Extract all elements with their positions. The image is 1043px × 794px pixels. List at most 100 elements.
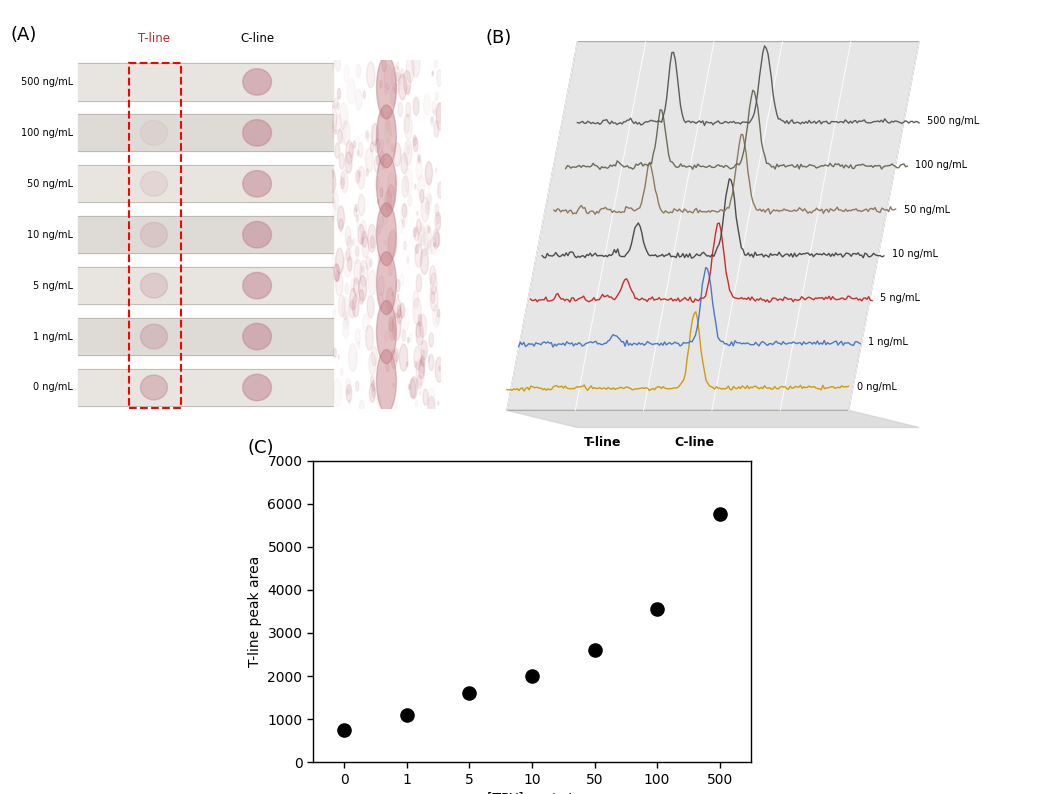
- Circle shape: [332, 170, 334, 177]
- Circle shape: [379, 293, 384, 309]
- Circle shape: [414, 184, 416, 189]
- Circle shape: [374, 156, 380, 172]
- Circle shape: [335, 143, 340, 159]
- Circle shape: [371, 124, 379, 145]
- Circle shape: [431, 237, 436, 254]
- Circle shape: [418, 175, 425, 198]
- Circle shape: [374, 177, 379, 190]
- Circle shape: [396, 72, 398, 82]
- Circle shape: [358, 166, 365, 189]
- Circle shape: [370, 376, 374, 387]
- Circle shape: [422, 349, 425, 353]
- Circle shape: [377, 349, 396, 412]
- Bar: [78, 318, 334, 355]
- Circle shape: [141, 222, 167, 247]
- Circle shape: [342, 297, 348, 319]
- Circle shape: [406, 56, 414, 83]
- Bar: [78, 267, 334, 304]
- Circle shape: [141, 375, 167, 400]
- Circle shape: [413, 137, 418, 152]
- Circle shape: [378, 225, 381, 235]
- Circle shape: [391, 350, 397, 368]
- Circle shape: [384, 64, 392, 89]
- Circle shape: [335, 129, 337, 134]
- Bar: [129, 64, 180, 408]
- Text: T-line: T-line: [138, 32, 170, 45]
- Text: C-line: C-line: [675, 436, 714, 449]
- Circle shape: [402, 153, 408, 174]
- Text: 50 ng/mL: 50 ng/mL: [27, 179, 73, 189]
- Circle shape: [386, 118, 389, 131]
- Circle shape: [388, 172, 395, 197]
- Circle shape: [415, 361, 417, 368]
- Circle shape: [243, 374, 271, 401]
- Circle shape: [428, 194, 431, 205]
- Circle shape: [385, 241, 386, 245]
- Circle shape: [437, 310, 440, 317]
- Circle shape: [392, 292, 393, 296]
- Circle shape: [339, 153, 344, 169]
- Text: (C): (C): [247, 439, 273, 457]
- Circle shape: [386, 287, 394, 313]
- Circle shape: [341, 172, 345, 185]
- Circle shape: [359, 142, 363, 157]
- Circle shape: [393, 83, 396, 92]
- Circle shape: [421, 341, 428, 360]
- Circle shape: [366, 132, 369, 142]
- Circle shape: [404, 71, 411, 94]
- Circle shape: [370, 236, 374, 249]
- Circle shape: [416, 219, 421, 233]
- Circle shape: [347, 256, 353, 272]
- Circle shape: [141, 172, 167, 196]
- Circle shape: [418, 360, 425, 379]
- Circle shape: [382, 59, 386, 71]
- Circle shape: [377, 155, 380, 165]
- Circle shape: [359, 171, 361, 177]
- Circle shape: [435, 232, 440, 247]
- Circle shape: [428, 355, 430, 361]
- Text: 10 ng/mL: 10 ng/mL: [892, 249, 938, 259]
- Circle shape: [336, 272, 343, 296]
- Circle shape: [340, 103, 347, 129]
- Circle shape: [357, 64, 361, 77]
- Circle shape: [405, 114, 412, 140]
- Circle shape: [436, 102, 442, 123]
- Text: 500 ng/mL: 500 ng/mL: [21, 77, 73, 87]
- Circle shape: [435, 357, 443, 383]
- Circle shape: [404, 114, 410, 133]
- Point: [461, 687, 478, 700]
- Point: [586, 644, 603, 657]
- Bar: [78, 165, 334, 202]
- Circle shape: [329, 106, 337, 132]
- Circle shape: [335, 264, 340, 281]
- Circle shape: [404, 241, 407, 250]
- Circle shape: [394, 349, 398, 362]
- Circle shape: [392, 313, 401, 341]
- Circle shape: [368, 270, 377, 295]
- Circle shape: [371, 380, 375, 391]
- Circle shape: [399, 344, 408, 372]
- Circle shape: [355, 204, 358, 212]
- Circle shape: [408, 195, 412, 206]
- Circle shape: [407, 362, 408, 367]
- Circle shape: [401, 68, 404, 79]
- Circle shape: [396, 279, 399, 292]
- Circle shape: [334, 264, 339, 281]
- Circle shape: [437, 70, 442, 87]
- Circle shape: [387, 185, 394, 209]
- Circle shape: [359, 290, 364, 304]
- Circle shape: [411, 376, 417, 399]
- Circle shape: [397, 309, 402, 324]
- Circle shape: [356, 90, 362, 110]
- Circle shape: [416, 323, 421, 338]
- Circle shape: [343, 252, 351, 277]
- Text: 1 ng/mL: 1 ng/mL: [33, 332, 73, 341]
- Circle shape: [372, 387, 375, 398]
- Circle shape: [349, 300, 355, 318]
- Circle shape: [341, 368, 343, 376]
- Circle shape: [407, 256, 409, 263]
- Bar: [78, 216, 334, 253]
- Circle shape: [345, 379, 351, 396]
- Circle shape: [354, 207, 357, 217]
- Circle shape: [371, 347, 378, 365]
